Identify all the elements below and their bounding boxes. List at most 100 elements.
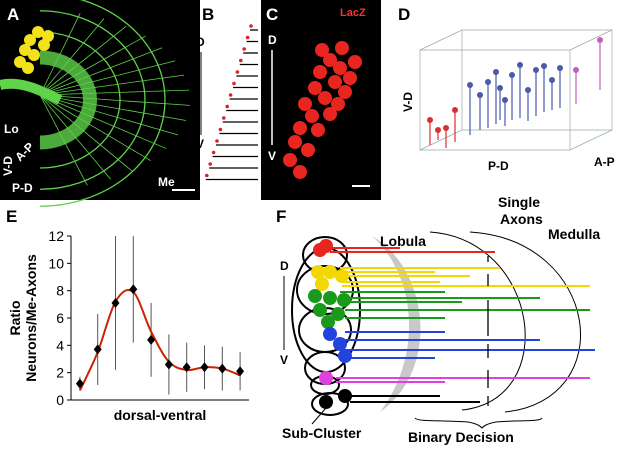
neuron	[338, 389, 352, 403]
dot	[205, 173, 209, 178]
cell	[305, 109, 319, 123]
y-axis-label: Neurons/Me-Axons	[23, 254, 39, 382]
dot	[218, 127, 223, 132]
y-axis-label: Ratio	[7, 301, 23, 336]
y-tick-label: 2	[56, 365, 64, 381]
head	[493, 69, 499, 75]
cell	[318, 91, 332, 105]
label-d: D	[280, 259, 289, 273]
x-axis-label: dorsal-ventral	[114, 407, 207, 423]
cell	[301, 143, 315, 157]
y-tick-label: 8	[56, 283, 64, 299]
panel-label: D	[398, 5, 410, 24]
dot	[211, 150, 216, 155]
axon	[39, 47, 163, 96]
axon	[39, 94, 167, 149]
neuron	[323, 265, 337, 279]
cell	[22, 62, 34, 74]
marker	[200, 362, 209, 373]
chart: 0 2 4 6 8 10 12 dorsal-ventral Ratio Neurons/Me-A…	[7, 228, 249, 423]
head	[497, 85, 503, 91]
axon	[39, 94, 179, 136]
label-single-axons: Axons	[500, 211, 543, 227]
label-v: V	[268, 149, 276, 163]
head	[467, 82, 473, 88]
axon	[39, 94, 88, 186]
ladder	[205, 24, 258, 181]
label-v: V	[196, 137, 204, 151]
y-tick-label: 0	[56, 392, 64, 408]
arc	[39, 50, 97, 150]
cell	[338, 85, 352, 99]
cell	[335, 41, 349, 55]
cell	[24, 34, 36, 46]
axis-vd: V-D	[1, 156, 15, 176]
neuron	[331, 307, 345, 321]
neuron	[333, 337, 347, 351]
neuron	[335, 269, 349, 283]
clusters	[291, 236, 595, 416]
panel-label: C	[266, 5, 278, 24]
lollipops	[427, 37, 603, 148]
axis-ap: A-P	[594, 155, 615, 169]
dot	[222, 116, 226, 120]
label-medulla: Medulla	[548, 226, 600, 242]
axon	[39, 94, 112, 180]
axis-vd: V-D	[401, 92, 415, 112]
neuron	[323, 327, 337, 341]
cell	[333, 61, 347, 75]
head	[525, 87, 531, 93]
dot	[239, 58, 243, 63]
head	[443, 125, 449, 131]
marker	[147, 334, 156, 345]
axon	[39, 60, 176, 96]
label-lobula: Lobula	[380, 233, 426, 249]
cell	[315, 43, 329, 57]
label-single-axons: Single	[498, 194, 540, 210]
panel-label: F	[276, 207, 286, 226]
brace	[414, 417, 543, 429]
marker	[75, 378, 84, 389]
panel-label: A	[7, 5, 19, 24]
cell	[308, 81, 322, 95]
cell	[19, 44, 31, 56]
neuropil	[0, 0, 190, 207]
head	[517, 62, 523, 68]
cluster-outline	[311, 392, 349, 416]
label-d: D	[268, 33, 277, 47]
head	[597, 37, 603, 43]
label-sub-cluster: Sub-Cluster	[282, 425, 362, 441]
box	[419, 29, 613, 151]
medulla-outline	[469, 231, 581, 413]
axon	[39, 94, 187, 121]
neuron	[337, 293, 351, 307]
axon	[39, 18, 105, 96]
dot	[235, 70, 240, 74]
y-tick-label: 12	[48, 228, 64, 244]
neuron	[323, 291, 337, 305]
neuron	[319, 371, 333, 385]
axon	[39, 94, 133, 172]
cell	[328, 75, 342, 89]
cell	[293, 121, 307, 135]
head	[573, 67, 579, 73]
dot	[215, 139, 219, 143]
label-me: Me	[158, 175, 175, 189]
cell	[42, 30, 54, 42]
cell	[283, 153, 297, 167]
axon	[39, 94, 151, 162]
marker	[93, 344, 102, 355]
head	[435, 127, 441, 133]
head	[502, 97, 508, 103]
marker	[182, 362, 191, 373]
neuron	[338, 349, 352, 363]
marker	[129, 284, 138, 295]
marker	[111, 297, 120, 308]
dot	[242, 47, 246, 51]
axon	[39, 35, 146, 96]
head	[452, 107, 458, 113]
head	[477, 92, 483, 98]
neuron	[321, 315, 335, 329]
